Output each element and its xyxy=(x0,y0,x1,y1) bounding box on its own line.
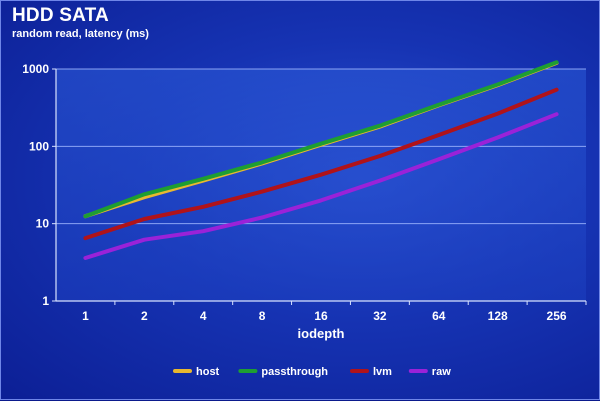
axes xyxy=(52,68,587,305)
x-tick-label: 16 xyxy=(314,309,328,323)
series-group xyxy=(83,60,559,260)
legend: host passthrough lvm raw xyxy=(173,366,451,378)
chart-title: HDD SATA xyxy=(12,5,109,26)
y-tick-label: 10 xyxy=(36,217,50,231)
x-tick-label: 256 xyxy=(547,309,567,323)
tick-labels: 1 2 4 8 16 32 64 128 256 1 10 100 1000 xyxy=(22,62,567,323)
y-tick-label: 1 xyxy=(42,294,49,308)
legend-label: raw xyxy=(432,366,451,378)
chart-subtitle: random read, latency (ms) xyxy=(12,28,149,40)
x-tick-label: 2 xyxy=(141,309,148,323)
legend-item-raw: raw xyxy=(408,366,451,378)
legend-item-host: host xyxy=(173,366,220,378)
legend-label: passthrough xyxy=(261,366,328,378)
legend-item-passthrough: passthrough xyxy=(238,366,328,378)
y-tick-label: 100 xyxy=(29,139,49,153)
plot-area xyxy=(56,69,586,301)
x-tick-label: 64 xyxy=(432,309,446,323)
x-axis-label: iodepth xyxy=(298,326,345,341)
x-tick-label: 128 xyxy=(488,309,508,323)
series-line-lvm xyxy=(83,87,559,241)
series-line-raw xyxy=(83,112,559,260)
legend-label: host xyxy=(196,366,220,378)
x-tick-label: 32 xyxy=(373,309,387,323)
x-tick-label: 4 xyxy=(200,309,207,323)
x-tick-label: 1 xyxy=(82,309,89,323)
legend-label: lvm xyxy=(373,366,392,378)
series-line-passthrough xyxy=(83,60,559,219)
legend-item-lvm: lvm xyxy=(350,366,392,378)
x-tick-label: 8 xyxy=(259,309,266,323)
y-tick-label: 1000 xyxy=(22,62,49,76)
